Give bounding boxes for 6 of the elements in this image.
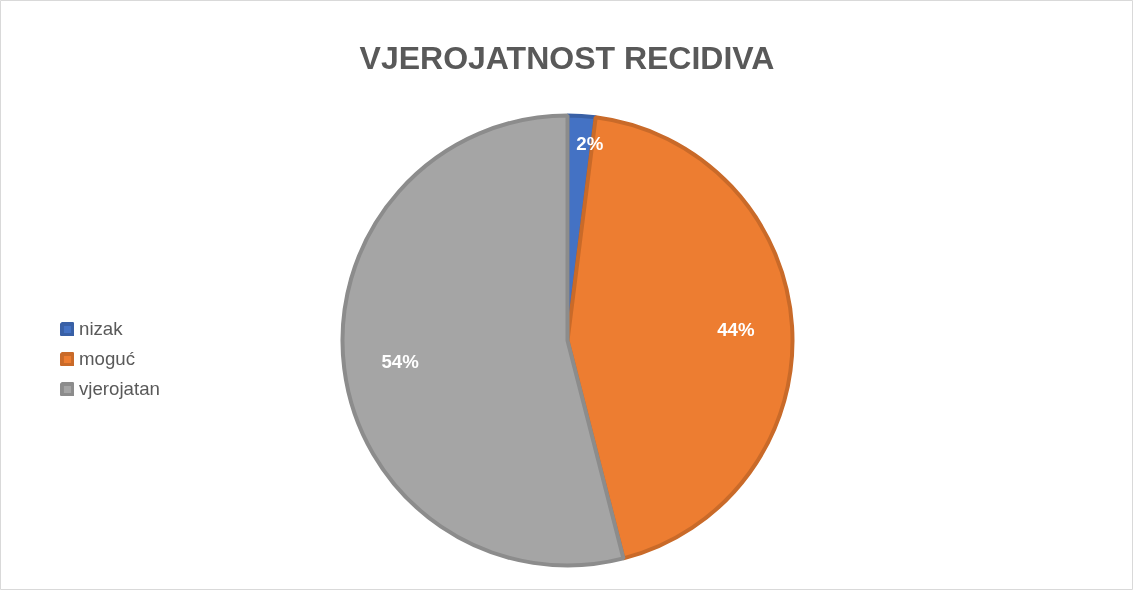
legend-label: moguć bbox=[79, 348, 135, 370]
legend-label: nizak bbox=[79, 318, 123, 340]
chart-title: VJEROJATNOST RECIDIVA bbox=[359, 39, 775, 76]
data-label: 44% bbox=[717, 319, 755, 341]
data-label: 54% bbox=[381, 351, 420, 373]
legend-label: vjerojatan bbox=[79, 378, 160, 400]
